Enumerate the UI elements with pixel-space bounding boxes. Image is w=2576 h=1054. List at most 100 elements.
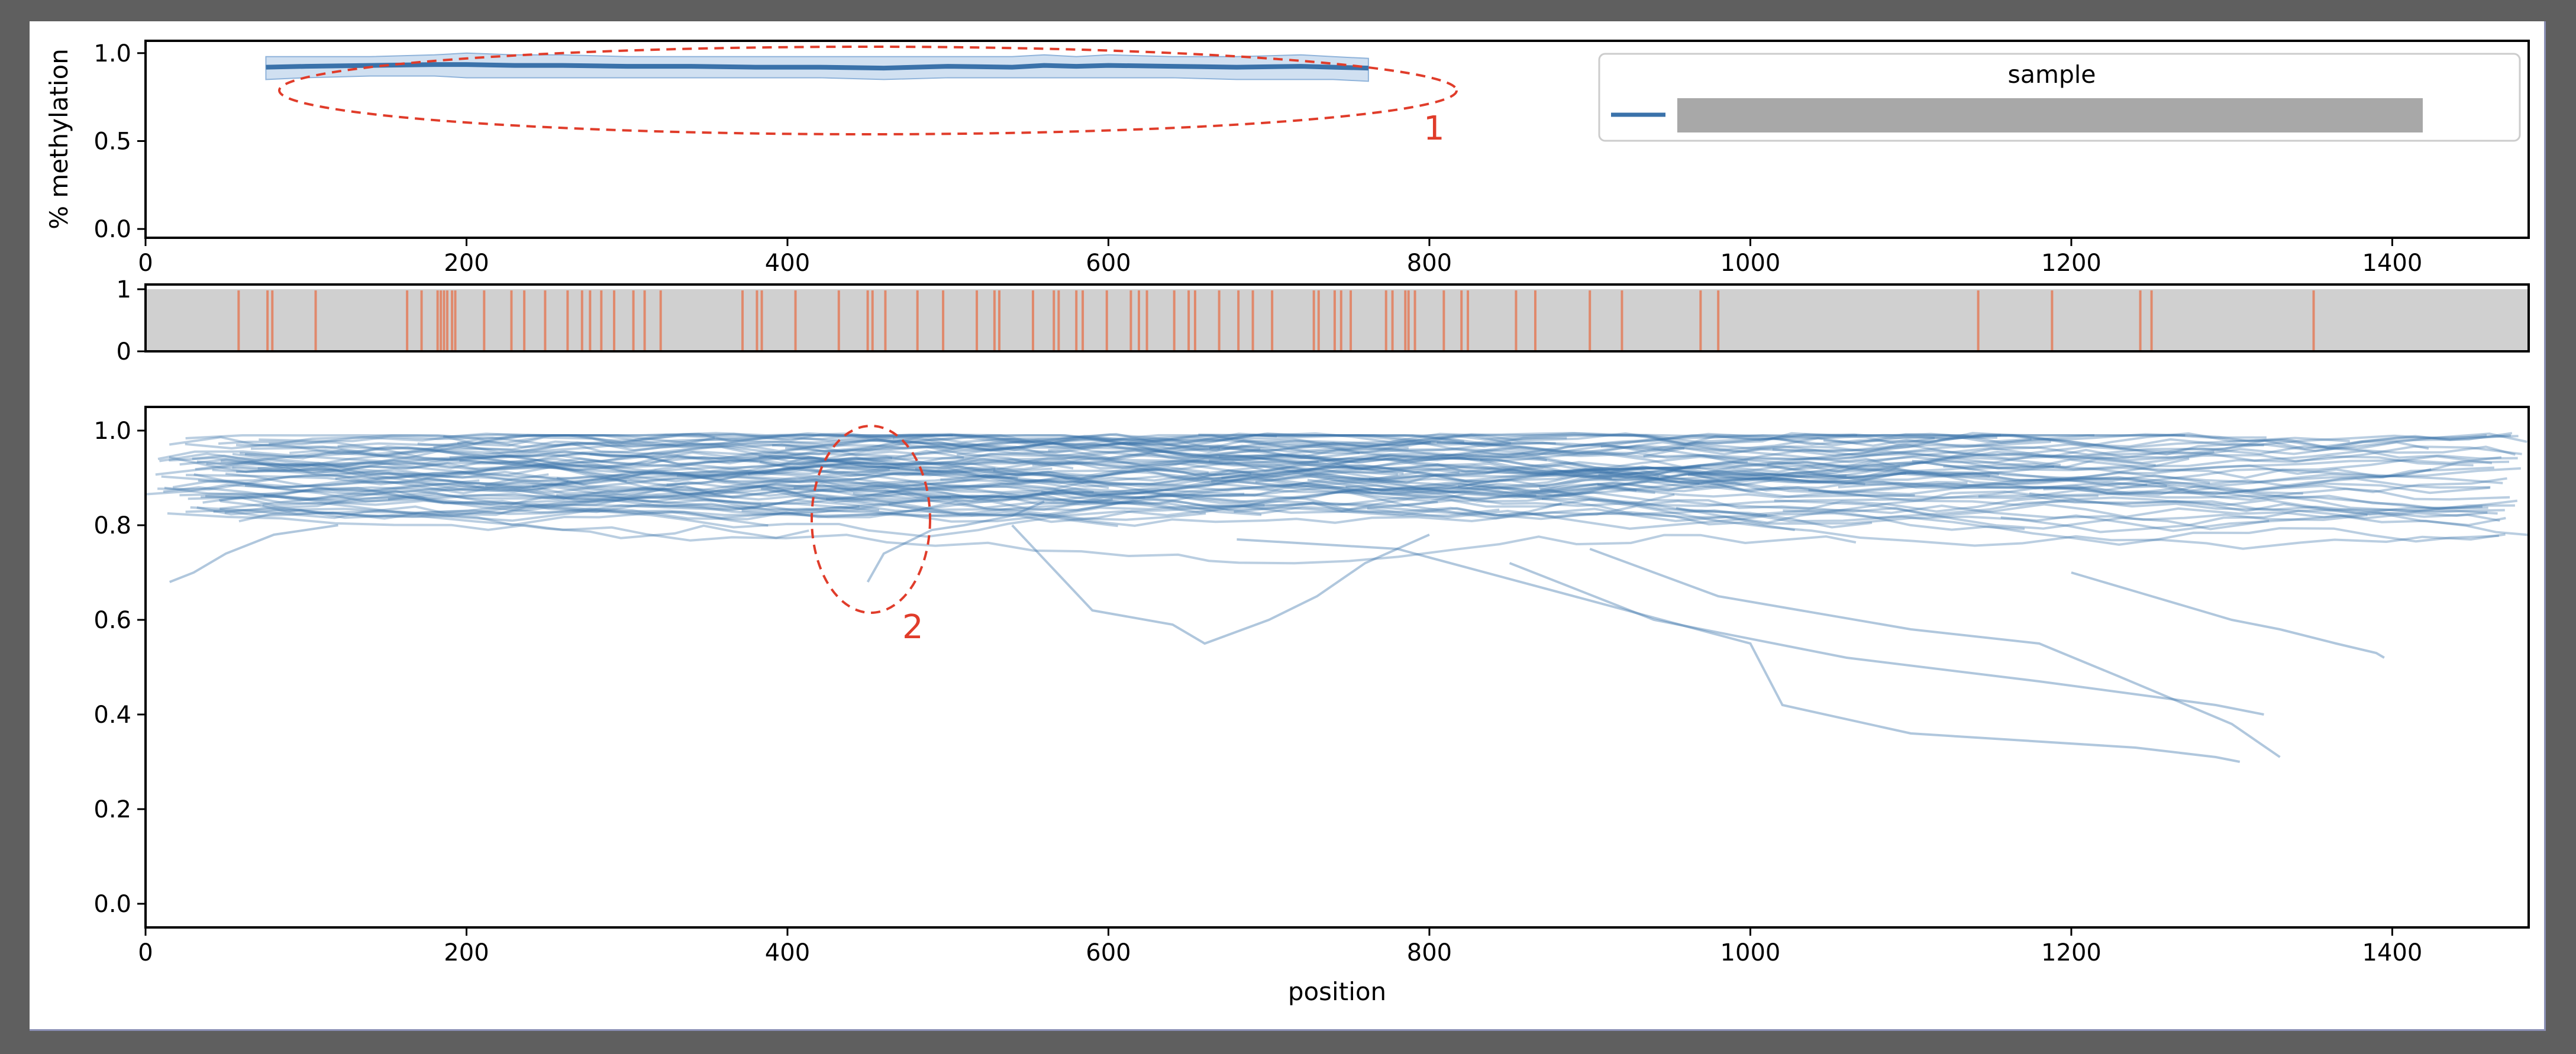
top-x-ticks: 0 200 400 600 800 1000 1200 1400 [138, 238, 2422, 277]
read-line [761, 487, 2099, 513]
read-line [190, 499, 1206, 521]
read-line [1539, 468, 2432, 493]
read-line [1129, 432, 2429, 450]
read-line [169, 432, 1685, 458]
y-tick-label: 0 [117, 338, 131, 366]
read-line [443, 434, 893, 463]
read-line [213, 502, 1562, 523]
x-tick-label: 800 [1407, 939, 1452, 966]
read-line [589, 432, 2032, 458]
legend: sample [1598, 53, 2521, 142]
annotation-label-1: 1 [1423, 109, 1445, 148]
read-line [1368, 475, 2488, 510]
read-line [1367, 507, 1795, 532]
mean-methylation-panel: 0.0 0.5 1.0 0 200 400 600 800 1000 1200 1400 % me… [44, 40, 2530, 277]
read-line [179, 458, 890, 484]
read-line [433, 432, 953, 449]
read-line [155, 447, 1221, 478]
read-line [337, 438, 1404, 475]
read-line [196, 460, 1748, 493]
read-line [1048, 433, 2521, 484]
read-line [1774, 499, 2270, 531]
cpg-sites-panel: 01 [117, 276, 2530, 366]
x-tick-label: 600 [1086, 250, 1131, 277]
read-line [2043, 466, 2494, 496]
read-line [940, 470, 1398, 488]
read-line [892, 433, 2186, 470]
x-tick-label: 1000 [1720, 939, 1781, 966]
read-line [1767, 455, 2474, 474]
read-line [1772, 434, 2267, 453]
read-lines [146, 432, 2529, 763]
x-tick-label: 1400 [2362, 250, 2423, 277]
read-line [212, 465, 1700, 495]
read-line [225, 472, 480, 492]
y-tick-label: 1.0 [93, 418, 131, 445]
read-line [1676, 487, 2510, 524]
y-tick-label: 0.8 [93, 512, 131, 539]
read-line [164, 483, 1118, 528]
read-line [169, 524, 338, 583]
mid-y-ticks: 01 [117, 276, 146, 366]
read-line [915, 461, 1999, 479]
read-line [195, 436, 1261, 471]
read-line [814, 466, 1209, 488]
read-line [163, 468, 1906, 502]
read-line [146, 483, 1438, 538]
x-tick-label: 0 [138, 939, 153, 966]
read-line [193, 432, 1997, 489]
read-line [993, 469, 2025, 531]
read-line [219, 500, 860, 526]
read-line [1234, 502, 2506, 550]
read-line [185, 486, 1536, 523]
read-line [1219, 432, 2527, 458]
read-line [1032, 445, 2522, 477]
read-line [1458, 470, 2303, 495]
y-tick-label: 0.5 [93, 128, 131, 155]
read-line [169, 434, 1360, 473]
read-line [198, 462, 1655, 495]
read-line [532, 463, 1659, 495]
x-tick-label: 1400 [2362, 939, 2423, 966]
cpg-site-marks [237, 290, 2315, 351]
read-line [1255, 468, 2498, 515]
read-line [1237, 538, 2241, 763]
x-tick-label: 0 [138, 250, 153, 277]
read-line [205, 456, 1990, 503]
read-line [201, 490, 1145, 506]
read-line [161, 473, 549, 489]
read-line [159, 452, 1670, 494]
read-line [240, 441, 1772, 480]
read-line [759, 460, 1074, 477]
cpg-track-background [146, 289, 2529, 351]
x-tick-label: 1000 [1720, 250, 1781, 277]
read-line [157, 449, 1500, 517]
read-line [666, 433, 2094, 490]
read-line [1345, 483, 2506, 526]
x-tick-label: 800 [1407, 250, 1452, 277]
read-line [825, 492, 1245, 506]
read-line [289, 449, 900, 472]
read-line [866, 500, 1045, 583]
x-tick-label: 600 [1086, 939, 1131, 966]
read-line [186, 460, 1460, 489]
read-line [1597, 483, 2483, 510]
read-line [388, 466, 1612, 506]
read-line [238, 509, 809, 539]
bottom-axes-frame [144, 406, 2530, 929]
per-read-panel: 0.0 0.2 0.4 0.6 0.8 1.0 0 200 400 600 800 1000 1200… [93, 406, 2530, 1006]
annotation-ellipse-1 [278, 46, 1458, 135]
read-line [179, 486, 769, 527]
y-tick-label: 0.4 [93, 701, 131, 729]
y-tick-label: 1 [117, 276, 131, 303]
read-line [206, 460, 627, 483]
x-tick-label: 1200 [2041, 250, 2102, 277]
read-line [257, 462, 1053, 481]
read-line [758, 435, 2518, 460]
read-line [1209, 432, 1935, 450]
read-line [1838, 460, 2510, 489]
read-line [793, 474, 2490, 503]
read-line [157, 468, 1915, 503]
read-line [741, 455, 2061, 519]
read-line [172, 474, 951, 500]
